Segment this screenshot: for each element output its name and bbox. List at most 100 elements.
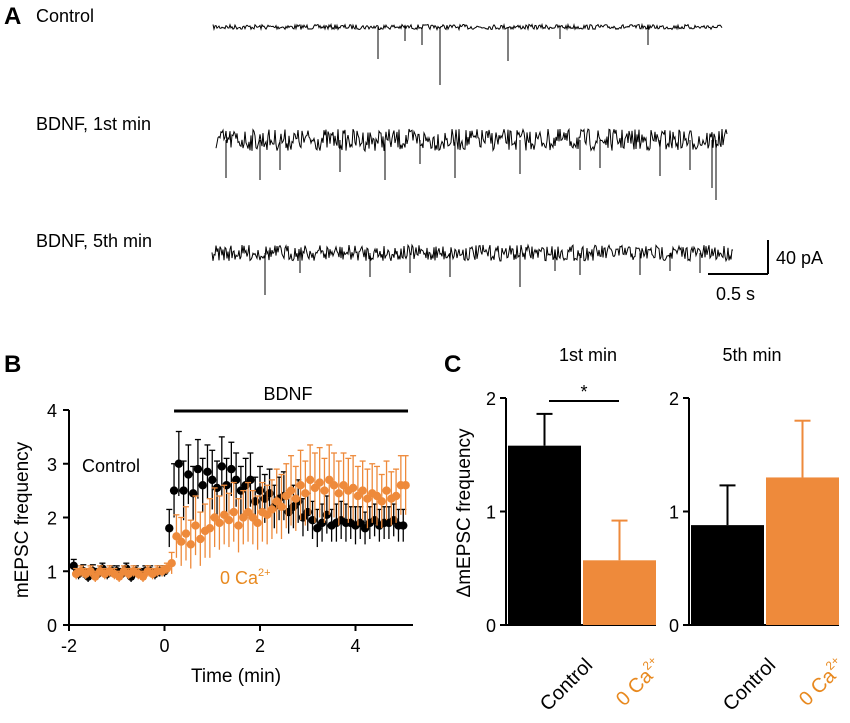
b-ca-point <box>282 491 291 501</box>
b-control-point <box>217 462 226 471</box>
b-ca-point <box>196 534 205 544</box>
b-control-point <box>193 464 203 474</box>
b-ca-point <box>253 518 262 528</box>
b-ca-point <box>377 497 386 506</box>
b-ca-point <box>310 483 320 493</box>
b-ca-point <box>181 529 191 538</box>
b-ca-point <box>329 481 339 490</box>
b-control-point <box>208 475 217 485</box>
c-chart-5th-min: 0 1 2 Control 0 Ca2+ <box>669 389 850 716</box>
b-ca-point <box>262 510 272 520</box>
b-control-point <box>165 524 174 533</box>
b-ca-point <box>353 491 363 501</box>
b-ca-series <box>71 444 410 582</box>
c1-y-tick-label: 2 <box>486 389 496 409</box>
c1-cat-control: Control <box>536 654 597 715</box>
b-ca-point <box>138 572 148 581</box>
b-x-tick-label: 0 <box>159 636 169 656</box>
b-ca-point <box>315 478 324 487</box>
b-ca-point <box>215 518 224 528</box>
scale-bar-y-label: 40 pA <box>776 248 823 268</box>
trace-control <box>212 22 723 85</box>
c2-y-tick-label: 1 <box>669 503 679 523</box>
b-ylabel: mEPSC frequency <box>12 441 33 598</box>
b-ca-point <box>320 486 329 495</box>
panel-b-letter: B <box>4 351 21 378</box>
c2-ca-bar <box>766 477 839 625</box>
c1-significance: * <box>549 382 619 402</box>
b-ca-point <box>348 483 358 493</box>
b-ca-point <box>224 515 234 525</box>
scale-bar: 40 pA 0.5 s <box>708 240 823 304</box>
b-control-label: Control <box>82 456 140 476</box>
c1-control-bar <box>508 445 581 625</box>
b-ca-point <box>339 481 348 490</box>
b-ca-point <box>267 505 277 514</box>
c1-y-tick-label: 1 <box>486 503 496 523</box>
b-x-tick-label: 2 <box>255 636 265 656</box>
b-ca-point <box>325 475 334 485</box>
b-control-point <box>203 467 212 477</box>
b-bdnf-label: BDNF <box>264 384 313 404</box>
b-x-tick-label: -2 <box>61 636 77 656</box>
b-ca-point <box>172 532 181 541</box>
b-control-point <box>399 521 408 530</box>
b-ca-point <box>177 537 186 546</box>
b-x-tick-label: 4 <box>350 636 360 656</box>
b-ca-point <box>286 486 296 495</box>
b-y-tick-label: 3 <box>47 455 57 475</box>
b-ca-point <box>363 494 372 503</box>
trace-label-control: Control <box>36 6 94 26</box>
b-ca-point <box>248 513 258 522</box>
trace-bdnf-5th <box>211 243 734 295</box>
trace-label-bdnf-1st: BDNF, 1st min <box>36 114 151 134</box>
b-ca-label: 0 Ca2+ <box>220 567 271 588</box>
b-y-tick-label: 1 <box>47 562 57 582</box>
b-ca-point <box>277 502 286 511</box>
c2-cat-control: Control <box>719 654 780 715</box>
b-ca-point <box>114 572 124 581</box>
b-control-point <box>184 470 193 479</box>
b-ca-point <box>229 507 238 517</box>
b-ca-point <box>296 481 305 490</box>
b-ca-point <box>305 475 315 485</box>
c2-cat-ca: 0 Ca2+ <box>793 653 850 710</box>
b-ca-point <box>234 521 243 530</box>
trace-bdnf-1st <box>215 127 728 200</box>
c1-cat-ca: 0 Ca2+ <box>610 653 667 710</box>
c1-significance-star: * <box>580 382 587 402</box>
panel-a: A Control BDNF, 1st min BDNF, 5th min 40… <box>4 3 823 304</box>
c2-control-bar <box>691 525 764 625</box>
panel-a-letter: A <box>4 3 21 30</box>
panel-c: C ΔmEPSC frequency 1st min 5th min 0 1 2 Co… <box>444 345 850 716</box>
b-ca-point <box>205 524 215 533</box>
b-ca-point <box>334 489 343 498</box>
b-ca-point <box>382 486 391 495</box>
b-ca-point <box>401 481 410 490</box>
b-ca-point <box>191 521 200 530</box>
b-ca-point <box>91 572 100 581</box>
b-ca-point <box>86 567 95 576</box>
b-y-tick-label: 0 <box>47 616 57 636</box>
c2-y-tick-label: 0 <box>669 616 679 636</box>
b-ca-point <box>291 494 301 503</box>
c1-y-tick-label: 0 <box>486 616 496 636</box>
c-chart-1st-min: 0 1 2 Control 0 Ca2+ <box>486 389 667 716</box>
panel-c-letter: C <box>444 351 461 378</box>
b-control-point <box>169 486 179 495</box>
c2-title: 5th min <box>722 345 781 365</box>
b-control-point <box>198 481 207 490</box>
b-ca-point <box>167 558 176 568</box>
b-ca-point <box>239 513 248 522</box>
b-control-point <box>313 524 322 533</box>
b-ca-point <box>358 486 367 495</box>
scale-bar-x-label: 0.5 s <box>716 284 755 304</box>
b-ca-point <box>186 540 195 549</box>
b-ca-point <box>272 497 281 506</box>
b-ca-point <box>210 513 219 522</box>
c-ylabel: ΔmEPSC frequency <box>454 428 475 597</box>
b-ca-point <box>243 507 253 517</box>
b-y-tick-label: 2 <box>47 509 57 529</box>
b-ca-point <box>219 510 229 520</box>
